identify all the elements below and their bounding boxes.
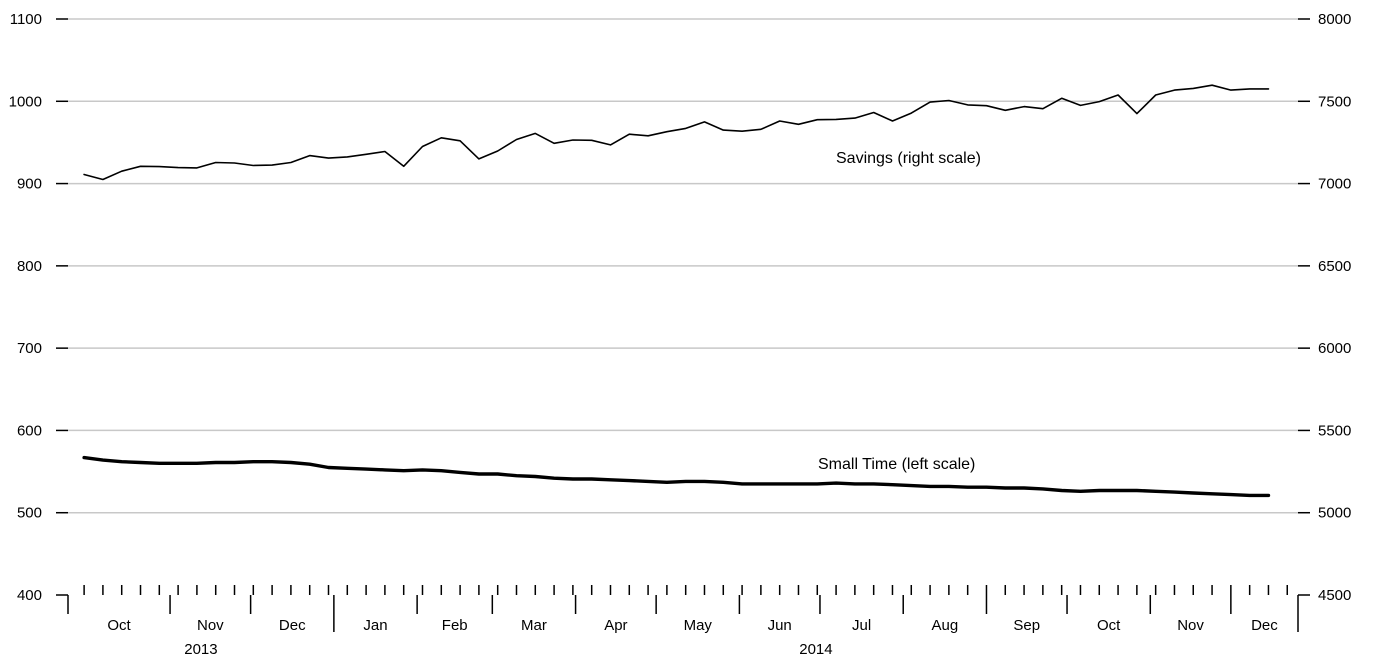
x-year-label: 2014	[799, 641, 832, 658]
y-left-tick-label: 1000	[9, 93, 42, 110]
x-month-label: Jul	[852, 617, 871, 634]
savings-annotation: Savings (right scale)	[836, 150, 981, 167]
x-month-label: Dec	[279, 617, 306, 634]
x-month-label: Jun	[768, 617, 792, 634]
series-lines	[82, 84, 1271, 498]
y-left-tick-label: 1100	[10, 11, 42, 28]
y-left-tick-label: 700	[17, 340, 42, 357]
y-right-tick-label: 4500	[1318, 587, 1351, 604]
x-month-label: Feb	[442, 617, 468, 634]
x-month-label: Jan	[363, 617, 387, 634]
y-left-tick-label: 600	[17, 422, 42, 439]
axes	[56, 18, 1310, 632]
y-right-tick-label: 5000	[1318, 505, 1351, 522]
x-year-label: 2013	[184, 641, 217, 658]
x-month-label: Sep	[1013, 617, 1040, 634]
y-right-tick-label: 6500	[1318, 258, 1351, 275]
y-right-tick-label: 6000	[1318, 340, 1351, 357]
y-left-tick-label: 900	[17, 176, 42, 193]
labels: 1100 8000 1000 7500 900 7000 800 6500 700 6000 600…	[9, 11, 1352, 658]
y-left-tick-label: 500	[17, 505, 42, 522]
x-month-label: Nov	[1177, 617, 1204, 634]
x-month-label: Oct	[107, 617, 131, 634]
y-right-tick-label: 8000	[1318, 11, 1351, 28]
x-month-label: Oct	[1097, 617, 1121, 634]
y-right-tick-label: 7500	[1318, 93, 1351, 110]
x-month-label: Dec	[1251, 617, 1278, 634]
x-month-label: Nov	[197, 617, 224, 634]
gridlines	[68, 18, 1298, 514]
x-month-label: Apr	[604, 617, 627, 634]
x-month-label: Aug	[931, 617, 958, 634]
savings-series-line	[83, 84, 1270, 181]
x-month-label: Mar	[521, 617, 547, 634]
y-right-tick-label: 7000	[1318, 176, 1351, 193]
small-time-series-line	[82, 455, 1271, 498]
x-month-label: May	[684, 617, 713, 634]
y-right-tick-label: 5500	[1318, 422, 1351, 439]
y-left-tick-label: 800	[17, 258, 42, 275]
y-left-tick-label: 400	[17, 587, 42, 604]
small-time-annotation: Small Time (left scale)	[818, 456, 975, 473]
